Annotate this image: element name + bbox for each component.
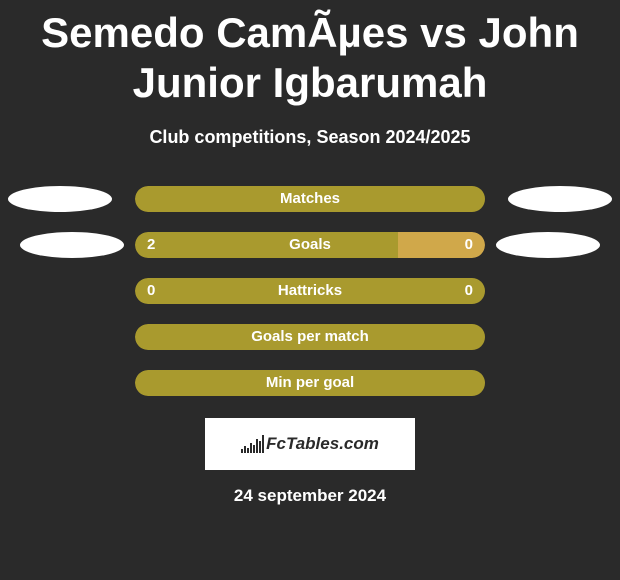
stat-row: Matches — [0, 186, 620, 212]
side-oval-left — [8, 186, 112, 212]
stat-bar: Hattricks0 0 — [135, 278, 485, 304]
stat-label: Goals — [135, 232, 485, 258]
page-subtitle: Club competitions, Season 2024/2025 — [0, 127, 620, 148]
stat-row: Goals per match — [0, 324, 620, 350]
stat-row: Goals2 0 — [0, 232, 620, 258]
stat-row: Hattricks0 0 — [0, 278, 620, 304]
stat-bar: Goals2 0 — [135, 232, 485, 258]
stat-label: Goals per match — [135, 324, 485, 350]
page-title: Semedo CamÃµes vs John Junior Igbarumah — [0, 0, 620, 109]
stat-value-right: 0 — [453, 278, 485, 304]
side-oval-right — [496, 232, 600, 258]
logo-text: FcTables.com — [266, 434, 379, 454]
stat-bar: Matches — [135, 186, 485, 212]
stat-label: Hattricks — [135, 278, 485, 304]
stat-bar: Goals per match — [135, 324, 485, 350]
logo-box: FcTables.com — [205, 418, 415, 470]
side-oval-right — [508, 186, 612, 212]
stat-row: Min per goal — [0, 370, 620, 396]
stat-label: Min per goal — [135, 370, 485, 396]
stat-bar: Min per goal — [135, 370, 485, 396]
stat-label: Matches — [135, 186, 485, 212]
bar-chart-icon — [241, 435, 264, 453]
side-oval-left — [20, 232, 124, 258]
comparison-rows: MatchesGoals20Hattricks00Goals per match… — [0, 186, 620, 396]
stat-value-left: 0 — [135, 278, 167, 304]
stat-value-right: 0 — [453, 232, 485, 258]
stat-value-left: 2 — [135, 232, 167, 258]
date-text: 24 september 2024 — [0, 486, 620, 506]
